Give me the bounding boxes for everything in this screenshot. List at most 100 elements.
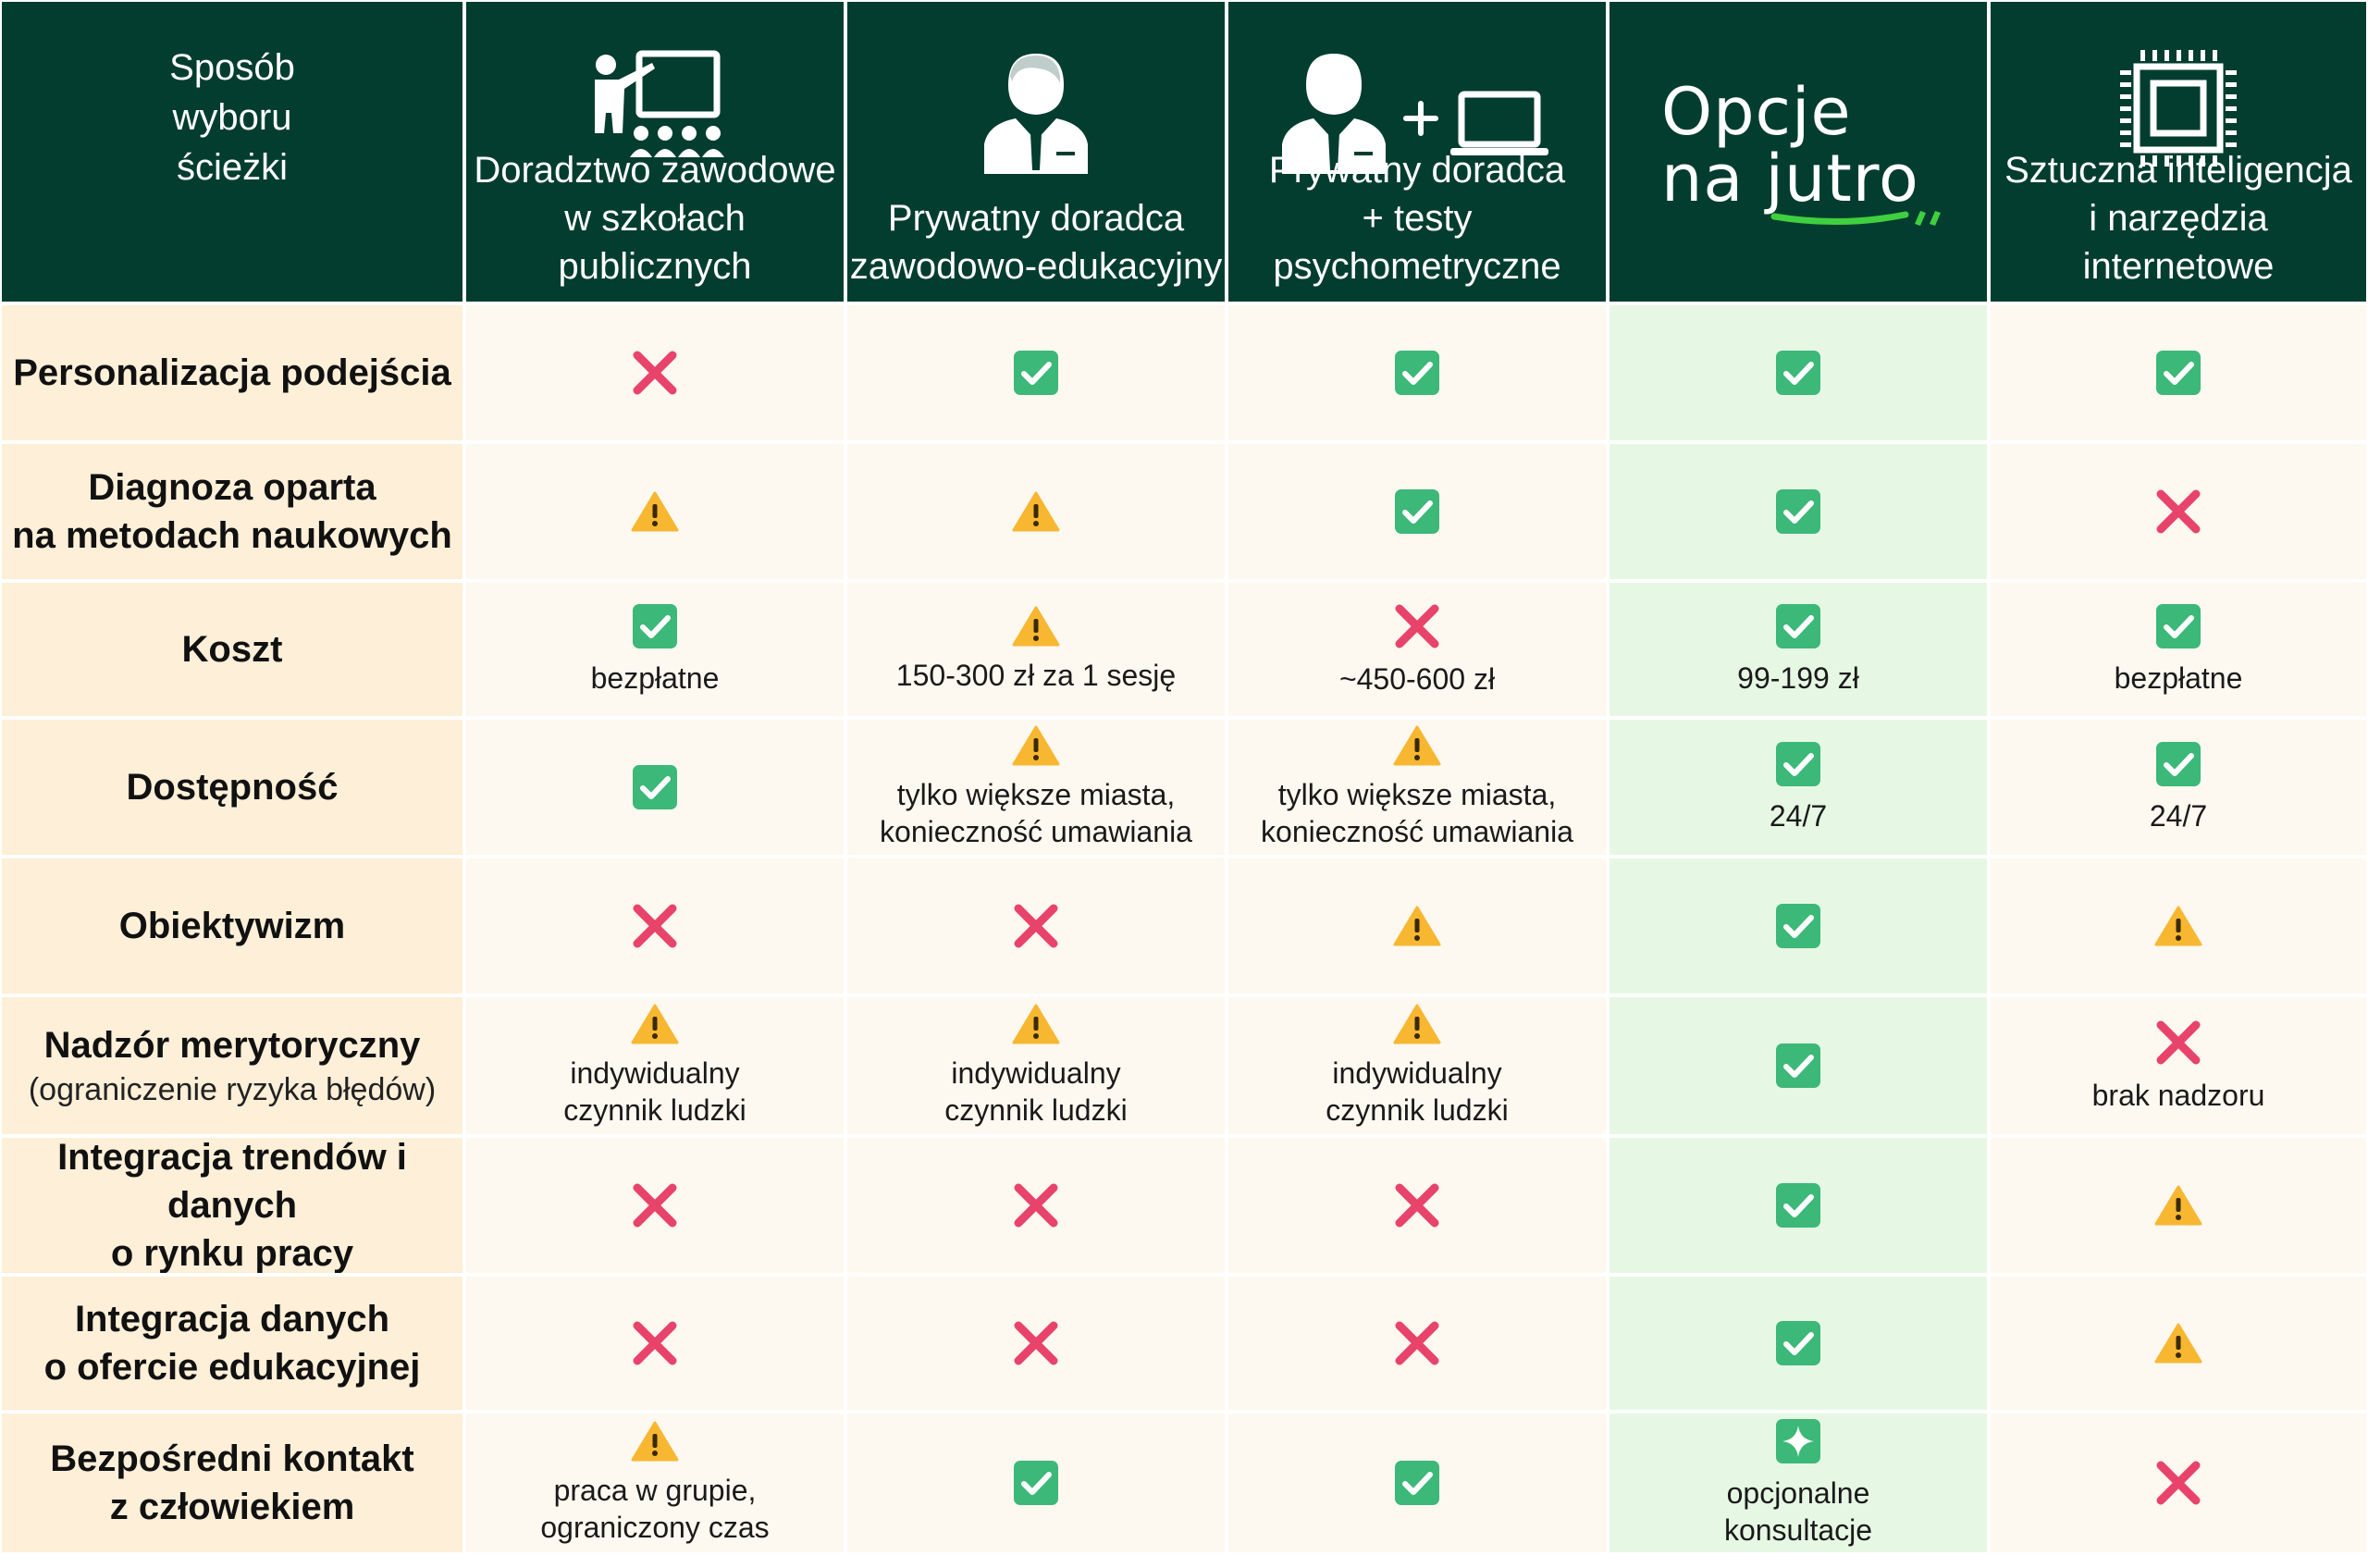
table-cell [1991,1277,2366,1410]
row-label-line: o ofercie edukacyjnej [43,1347,421,1388]
table-cell: tylko większe miasta, konieczność umawian… [1228,720,1606,855]
column-title: Sztuczna inteligencja i narzędzia interne… [1991,146,2366,290]
sparkle-icon [1776,1419,1820,1463]
table-cell [1991,1414,2366,1552]
logo-line-2: na jutro [1661,141,1919,216]
cross-icon [2156,1461,2201,1505]
row-label-line: Diagnoza oparta [88,467,376,508]
table-cell [847,444,1225,579]
table-cell [466,305,844,440]
cross-icon [1395,1183,1439,1228]
cell-note-line: opcjonalne [1726,1476,1870,1510]
cell-note: bezpłatne [2115,660,2243,697]
table-cell: ~450-600 zł [1228,583,1606,716]
row-label-line: Integracja danych [74,1299,390,1340]
table-cell: tylko większe miasta, konieczność umawian… [847,720,1225,855]
cell-note-line: indywidualny [951,1056,1121,1090]
table-cell: brak nadzoru [1991,997,2366,1134]
column-header: Prywatny doradca + testy psychometryczne [1228,2,1606,302]
table-cell: 150-300 zł za 1 sesję [847,583,1225,716]
table-cell [1610,858,1987,994]
cell-note-line: 24/7 [2149,799,2208,833]
row-label-line: Bezpośredni kontakt [50,1438,414,1479]
row-label-line: Integracja trendów i danych [57,1138,407,1226]
cell-note-line: 99-199 zł [1737,661,1859,695]
warning-icon [2154,1185,2202,1226]
row-label: Obiektywizm [2,858,462,994]
row-label-line: Dostępność [126,767,339,808]
check-icon [1776,1043,1820,1088]
row-label-line: Koszt [181,629,283,670]
cell-note: indywidualny czynnik ludzki [944,1055,1127,1129]
row-label: Diagnoza oparta na metodach naukowych [2,444,462,579]
table-cell: opcjonalne konsultacje [1610,1414,1987,1552]
cell-note: bezpłatne [591,660,720,697]
row-label-line: na metodach naukowych [12,515,452,556]
check-icon [633,765,677,809]
logo-line-1: Opcje [1661,74,1852,150]
row-label: Integracja trendów i danych o rynku pracy [2,1138,462,1273]
table-cell [1228,1277,1606,1410]
warning-icon [2154,906,2202,946]
column-title: Prywatny doradca + testy psychometryczne [1228,146,1606,290]
cell-note-line: konieczność umawiania [1261,815,1573,848]
corner-label-line: ścieżki [176,147,289,188]
column-header: Sztuczna inteligencja i narzędzia interne… [1991,2,2366,302]
cross-icon [633,1321,677,1365]
table-cell [847,305,1225,440]
check-icon [1776,1321,1820,1365]
cross-icon [1014,904,1058,948]
cell-note: indywidualny czynnik ludzki [563,1055,746,1129]
cell-note-line: czynnik ludzki [944,1093,1128,1127]
cross-icon [633,904,677,948]
logo-swoosh-icon [1770,211,1941,226]
check-icon [1776,742,1820,786]
table-cell: indywidualny czynnik ludzki [466,997,844,1134]
cell-note-line: bezpłatne [590,661,720,695]
column-title-line: Prywatny doradca [887,198,1185,239]
row-label: Dostępność [2,720,462,855]
cell-note-line: 24/7 [1769,799,1828,833]
check-icon [2156,742,2201,786]
cell-note: 99-199 zł [1737,660,1859,697]
table-cell: bezpłatne [1991,583,2366,716]
check-icon [1395,489,1439,534]
column-title-line: Doradztwo zawodowe [474,150,836,191]
cell-note-line: tylko większe miasta, [1277,778,1557,811]
cross-icon [1395,1321,1439,1365]
table-cell: 24/7 [1610,720,1987,855]
table-cell: bezpłatne [466,583,844,716]
cross-icon [2156,489,2201,534]
row-label-line: Personalizacja podejścia [13,352,451,393]
table-cell [1228,1138,1606,1273]
table-cell [847,1138,1225,1273]
cell-note: praca w grupie, ograniczony czas [540,1472,769,1546]
table-cell [847,1277,1225,1410]
corner-label-line: Sposób [169,47,295,88]
cell-note: 150-300 zł za 1 sesję [896,657,1176,694]
table-cell [466,1138,844,1273]
warning-icon [2154,1323,2202,1364]
cell-note-line: bezpłatne [2114,661,2243,695]
cell-note: indywidualny czynnik ludzki [1326,1055,1508,1129]
cell-note: 24/7 [2150,797,2207,834]
cell-note-line: ~450-600 zł [1338,662,1496,696]
row-label-line: Obiektywizm [118,906,346,946]
cross-icon [633,1183,677,1228]
table-cell [847,1414,1225,1552]
warning-icon [631,491,679,532]
column-header-logo: Opcje na jutro [1610,2,1987,302]
warning-icon [1012,725,1060,766]
table-cell [1991,858,2366,994]
table-cell [847,858,1225,994]
warning-icon [1012,491,1060,532]
column-header: Doradztwo zawodowe w szkołach publicznych [466,2,844,302]
cell-note: opcjonalne konsultacje [1724,1475,1872,1549]
cross-icon [1014,1183,1058,1228]
table-cell [1610,997,1987,1134]
cross-icon [1014,1321,1058,1365]
cell-note: 24/7 [1770,797,1827,834]
check-icon [633,604,677,648]
column-title-line: w szkołach publicznych [558,198,752,287]
